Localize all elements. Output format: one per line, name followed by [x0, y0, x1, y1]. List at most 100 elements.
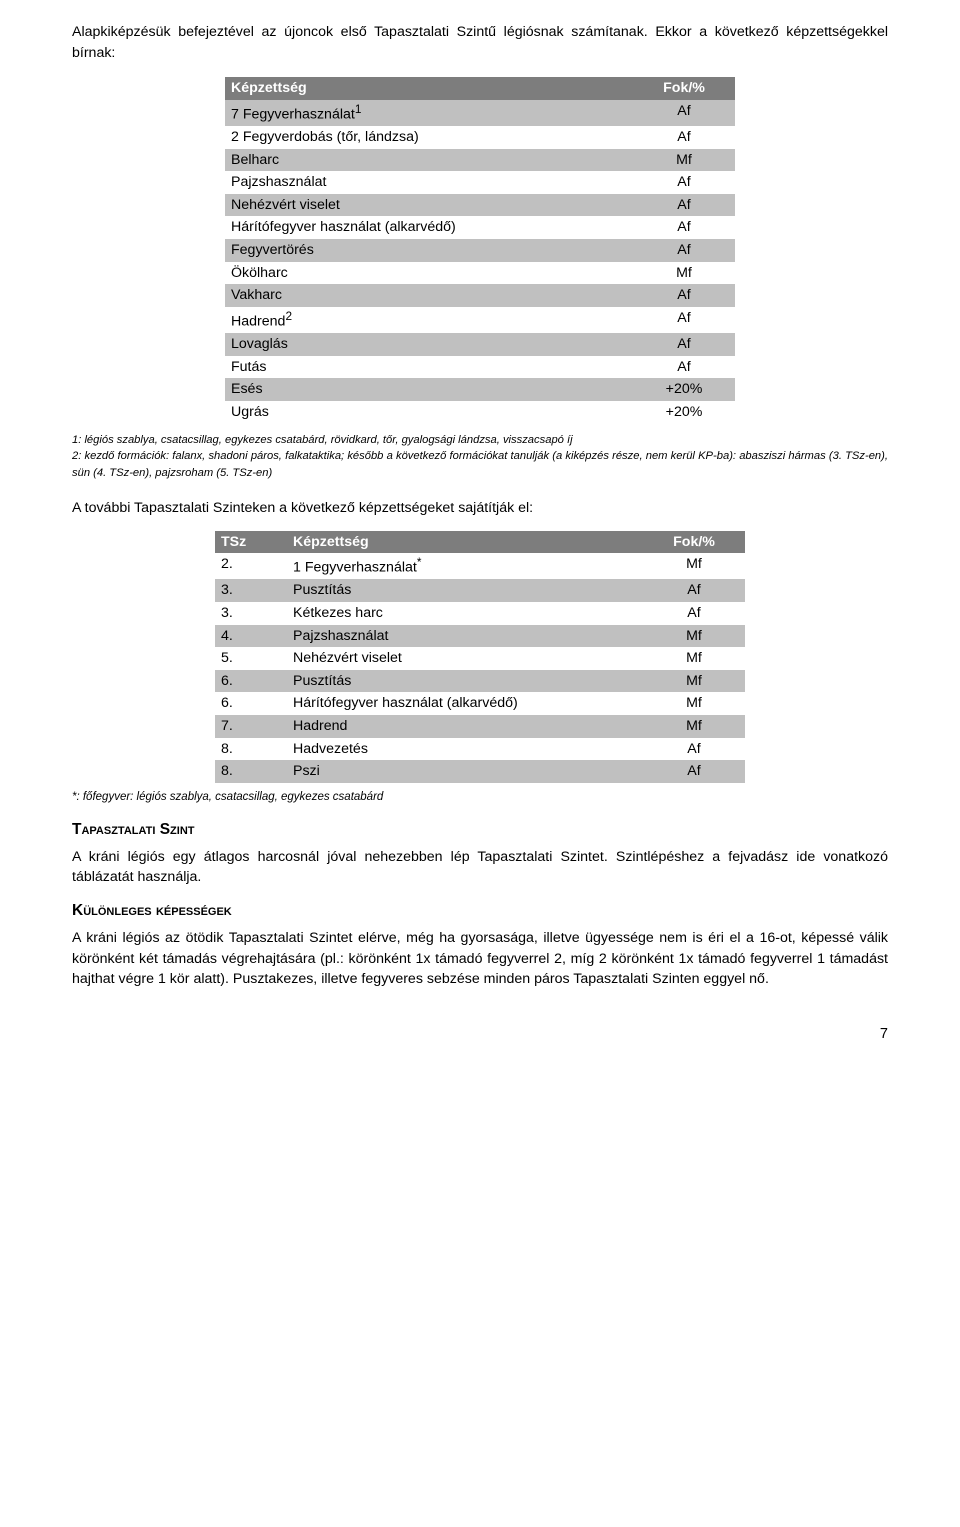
table-row: 6.Hárítófegyver használat (alkarvédő)Mf — [215, 692, 745, 715]
skill-name: Pusztítás — [287, 670, 643, 693]
skill-value: Mf — [633, 149, 735, 172]
skill-value: Af — [643, 738, 745, 761]
footnote-2: 2: kezdő formációk: falanx, shadoni páro… — [72, 448, 888, 482]
table-row: BelharcMf — [225, 149, 735, 172]
tsz-value: 5. — [215, 647, 287, 670]
mid-paragraph: A további Tapasztalati Szinteken a követ… — [72, 498, 888, 519]
skill-value: Af — [633, 307, 735, 333]
skill-value: Mf — [643, 692, 745, 715]
col-header-value: Fok/% — [633, 77, 735, 100]
skill-value: Af — [633, 356, 735, 379]
table-row: Esés+20% — [225, 378, 735, 401]
skill-table-2: TSz Képzettség Fok/% 2.1 Fegyverhasznála… — [215, 531, 745, 783]
table-row: 8.HadvezetésAf — [215, 738, 745, 761]
tsz-value: 8. — [215, 760, 287, 783]
skill-value: Af — [633, 216, 735, 239]
skill-name: Futás — [225, 356, 633, 379]
table-row: 3.Kétkezes harcAf — [215, 602, 745, 625]
table-row: ÖkölharcMf — [225, 262, 735, 285]
skill-name: Nehézvért viselet — [225, 194, 633, 217]
intro-paragraph: Alapkiképzésük befejeztével az újoncok e… — [72, 22, 888, 63]
col-header-skill: Képzettség — [225, 77, 633, 100]
skill-name: Hadrend — [287, 715, 643, 738]
section-heading-tapasztalati: Tapasztalati Szint — [72, 821, 888, 839]
skill-name: Belharc — [225, 149, 633, 172]
footnote-ref: * — [417, 555, 422, 569]
paragraph-tapasztalati: A kráni légiós egy átlagos harcosnál jóv… — [72, 847, 888, 888]
skill-name: Esés — [225, 378, 633, 401]
table-row: 7 Fegyverhasználat1Af — [225, 100, 735, 126]
table-row: PajzshasználatAf — [225, 171, 735, 194]
col-header-value: Fok/% — [643, 531, 745, 554]
tsz-value: 6. — [215, 670, 287, 693]
table-header-row: TSz Képzettség Fok/% — [215, 531, 745, 554]
table-row: FutásAf — [225, 356, 735, 379]
tsz-value: 3. — [215, 602, 287, 625]
table-row: 5.Nehézvért viseletMf — [215, 647, 745, 670]
col-header-tsz: TSz — [215, 531, 287, 554]
tsz-value: 6. — [215, 692, 287, 715]
skill-value: Af — [633, 333, 735, 356]
table-row: Hadrend2Af — [225, 307, 735, 333]
skill-name: Hárítófegyver használat (alkarvédő) — [287, 692, 643, 715]
skill-value: Mf — [643, 670, 745, 693]
document-page: Alapkiképzésük befejeztével az újoncok e… — [0, 0, 960, 1072]
tsz-value: 2. — [215, 553, 287, 579]
table-row: FegyvertörésAf — [225, 239, 735, 262]
skill-value: Af — [633, 100, 735, 126]
skill-name: 1 Fegyverhasználat* — [287, 553, 643, 579]
table-row: 8.PsziAf — [215, 760, 745, 783]
skill-value: Af — [633, 194, 735, 217]
section-heading-kulonleges: Különleges képességek — [72, 902, 888, 920]
skill-name: Nehézvért viselet — [287, 647, 643, 670]
skill-name: Hadvezetés — [287, 738, 643, 761]
skill-value: Af — [643, 760, 745, 783]
skill-name: Pajzshasználat — [287, 625, 643, 648]
footnote-1: 1: légiós szablya, csatacsillag, egykeze… — [72, 432, 888, 449]
table-row: 3.PusztításAf — [215, 579, 745, 602]
skill-value: Af — [633, 239, 735, 262]
footnote-ref: 2 — [285, 309, 292, 323]
page-number: 7 — [72, 1026, 888, 1042]
skill-name: Pajzshasználat — [225, 171, 633, 194]
tsz-value: 7. — [215, 715, 287, 738]
table-row: 6.PusztításMf — [215, 670, 745, 693]
skill-value: Af — [633, 284, 735, 307]
tsz-value: 3. — [215, 579, 287, 602]
skill-value: Af — [633, 126, 735, 149]
skill-value: +20% — [633, 378, 735, 401]
skill-value: +20% — [633, 401, 735, 424]
table-row: 7.HadrendMf — [215, 715, 745, 738]
table-row: 2 Fegyverdobás (tőr, lándzsa)Af — [225, 126, 735, 149]
skill-name: Fegyvertörés — [225, 239, 633, 262]
skill-value: Mf — [643, 625, 745, 648]
skill-name: Ugrás — [225, 401, 633, 424]
table-row: VakharcAf — [225, 284, 735, 307]
skill-value: Af — [633, 171, 735, 194]
skill-name: Pszi — [287, 760, 643, 783]
footnote-block-1: 1: légiós szablya, csatacsillag, egykeze… — [72, 432, 888, 482]
tsz-value: 8. — [215, 738, 287, 761]
skill-name: Kétkezes harc — [287, 602, 643, 625]
skill-name: Vakharc — [225, 284, 633, 307]
skill-table-1: Képzettség Fok/% 7 Fegyverhasználat1Af2 … — [225, 77, 735, 423]
col-header-skill: Képzettség — [287, 531, 643, 554]
table-row: 4.PajzshasználatMf — [215, 625, 745, 648]
table-row: Nehézvért viseletAf — [225, 194, 735, 217]
table-row: Hárítófegyver használat (alkarvédő)Af — [225, 216, 735, 239]
tsz-value: 4. — [215, 625, 287, 648]
skill-name: Hárítófegyver használat (alkarvédő) — [225, 216, 633, 239]
skill-name: Hadrend2 — [225, 307, 633, 333]
footnote-block-2: *: főfegyver: légiós szablya, csatacsill… — [72, 791, 888, 803]
skill-value: Af — [643, 602, 745, 625]
skill-name: Ökölharc — [225, 262, 633, 285]
table-row: 2.1 Fegyverhasználat*Mf — [215, 553, 745, 579]
skill-value: Mf — [643, 715, 745, 738]
skill-name: 7 Fegyverhasználat1 — [225, 100, 633, 126]
skill-value: Mf — [643, 647, 745, 670]
table-row: LovaglásAf — [225, 333, 735, 356]
skill-name: Pusztítás — [287, 579, 643, 602]
skill-value: Mf — [633, 262, 735, 285]
footnote-ref: 1 — [355, 102, 362, 116]
skill-name: Lovaglás — [225, 333, 633, 356]
